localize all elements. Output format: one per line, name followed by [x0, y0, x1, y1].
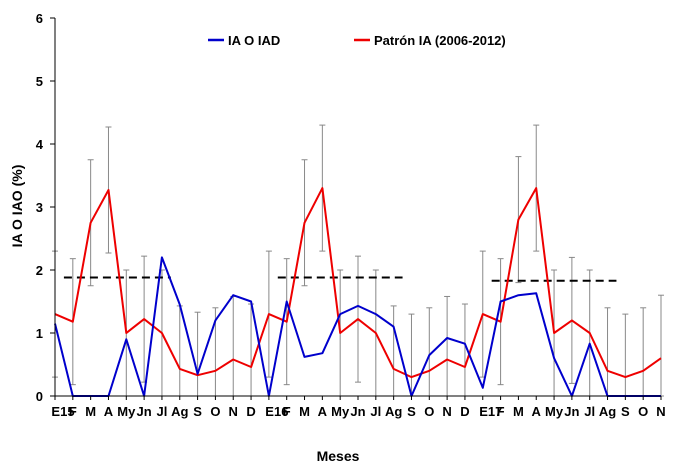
x-tick-label: My: [117, 404, 136, 419]
x-tick-label: O: [638, 404, 648, 419]
legend-label-ia-o-iad: IA O IAD: [228, 33, 280, 48]
series-line-ia-o-iad: [54, 256, 661, 397]
series-line-patron-ia: [54, 187, 662, 379]
x-tick-label: N: [656, 404, 665, 419]
error-bar: [604, 307, 611, 397]
x-tick-label: My: [545, 404, 564, 419]
legend-label-patron-ia: Patrón IA (2006-2012): [374, 33, 506, 48]
x-tick-label: A: [318, 404, 328, 419]
x-tick-label: N: [442, 404, 451, 419]
y-tick-label: 3: [36, 200, 43, 215]
x-tick-label: Ag: [171, 404, 188, 419]
x-tick-label: S: [193, 404, 202, 419]
x-tick-label: F: [497, 404, 505, 419]
error-bar: [194, 311, 201, 397]
error-bar: [658, 294, 664, 397]
x-tick-label: O: [424, 404, 434, 419]
error-bar: [230, 295, 237, 397]
y-tick-label: 1: [36, 326, 43, 341]
x-tick-label: S: [407, 404, 416, 419]
error-bar: [408, 313, 415, 397]
x-tick-label: My: [331, 404, 350, 419]
error-bar: [622, 313, 629, 397]
error-bar: [176, 305, 183, 397]
x-tick-label: D: [246, 404, 255, 419]
x-tick-label: N: [229, 404, 238, 419]
legend: IA O IAD Patrón IA (2006-2012): [208, 33, 506, 48]
x-tick-label: M: [299, 404, 310, 419]
x-tick-label: Jn: [564, 404, 579, 419]
x-tick-label: M: [85, 404, 96, 419]
x-tick-label: E16: [265, 404, 288, 419]
axes-group: [50, 17, 662, 400]
error-bars-group: [52, 124, 664, 397]
x-tick-label: Jl: [370, 404, 381, 419]
x-tick-label: Jn: [350, 404, 365, 419]
error-bar: [390, 305, 397, 397]
x-tick-label: Ag: [385, 404, 402, 419]
x-tick-label: E17: [479, 404, 502, 419]
series-lines-group: [54, 187, 662, 397]
x-tick-label: F: [283, 404, 291, 419]
x-tick-label: O: [210, 404, 220, 419]
error-bar: [640, 307, 647, 397]
y-axis-title: IA O IAO (%): [9, 165, 25, 248]
y-tick-label: 5: [36, 74, 43, 89]
error-bar: [444, 295, 451, 397]
y-tick-label: 0: [36, 389, 43, 404]
x-tick-label: F: [69, 404, 77, 419]
x-tick-label: D: [460, 404, 469, 419]
x-tick-label: A: [532, 404, 542, 419]
x-tick-label: E15: [51, 404, 74, 419]
x-tick-label: Jl: [584, 404, 595, 419]
x-tick-label: M: [513, 404, 524, 419]
x-tick-label: Jn: [137, 404, 152, 419]
y-tick-label: 6: [36, 11, 43, 26]
x-tick-label: S: [621, 404, 630, 419]
x-tick-label: Ag: [599, 404, 616, 419]
x-tick-label: A: [104, 404, 114, 419]
x-axis-title: Meses: [317, 448, 360, 464]
y-tick-label: 2: [36, 263, 43, 278]
y-tick-label: 4: [36, 137, 44, 152]
x-tick-label: Jl: [157, 404, 168, 419]
